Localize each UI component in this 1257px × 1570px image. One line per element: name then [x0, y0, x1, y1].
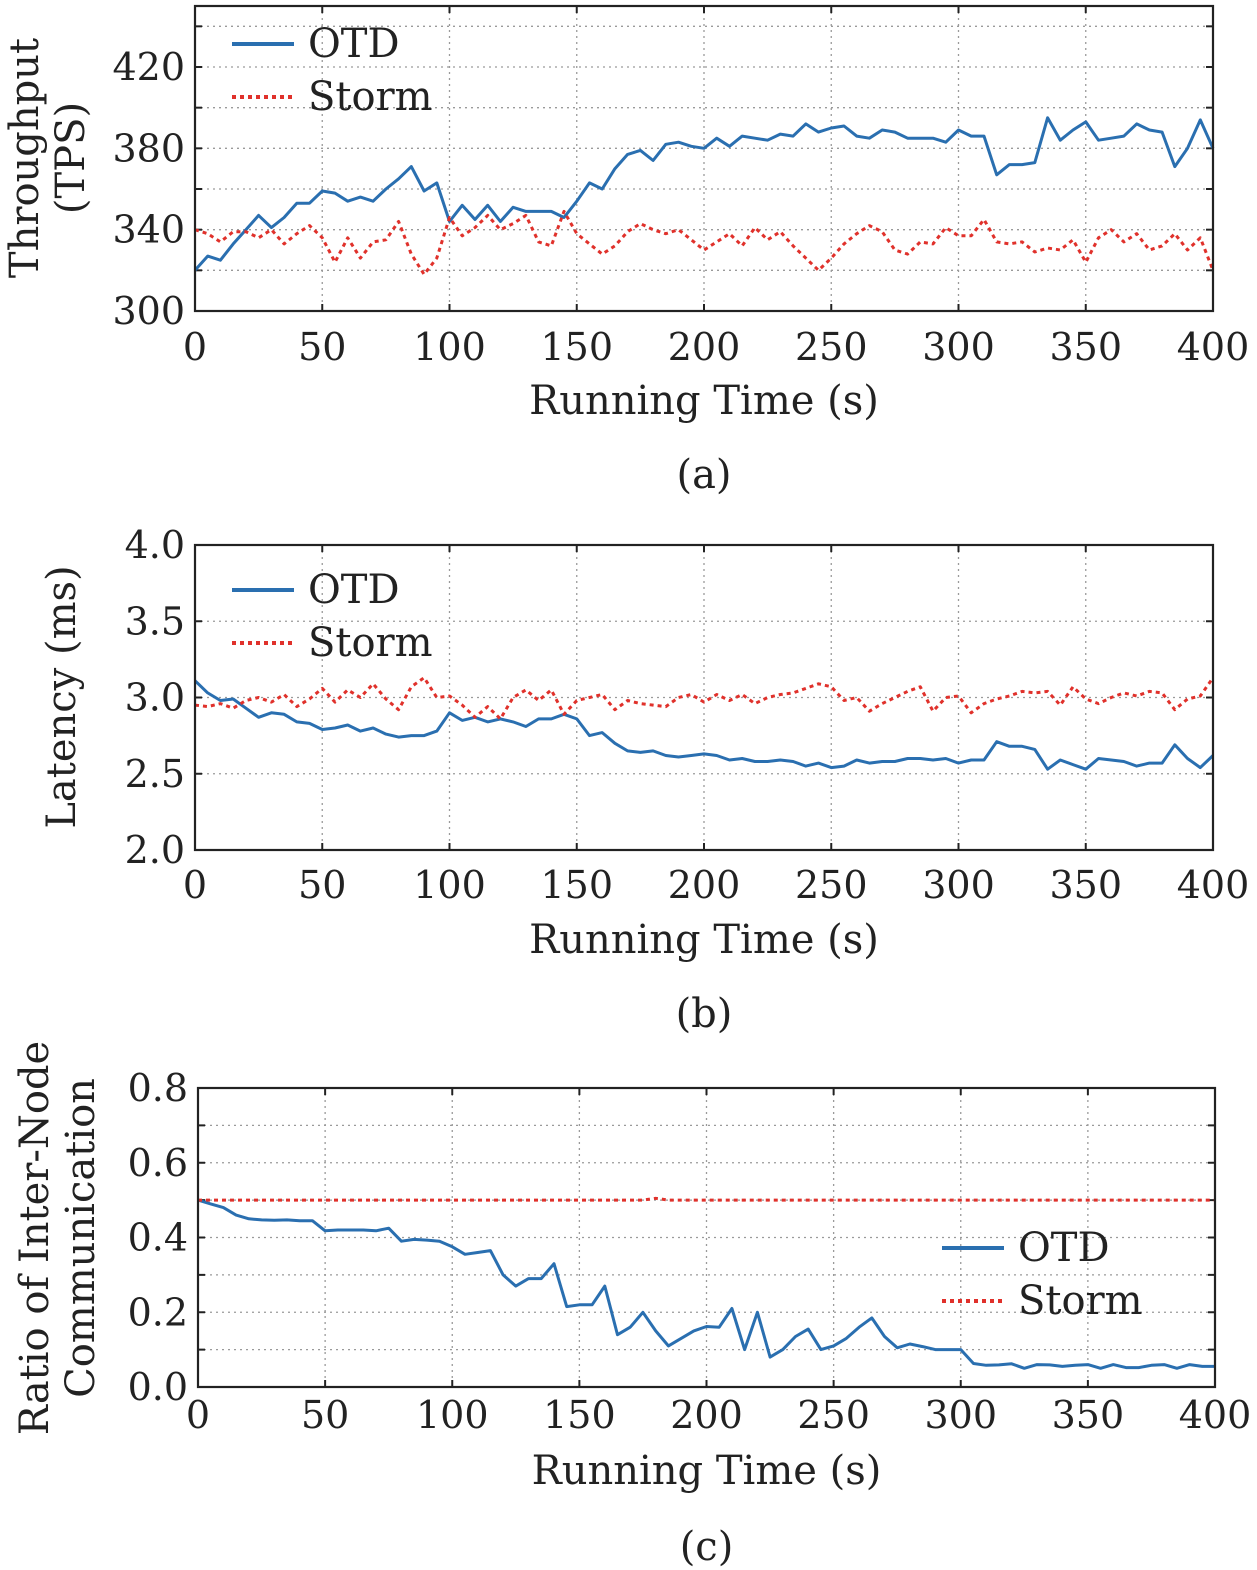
x-tick-label: 250 — [797, 1393, 870, 1437]
legend-label-otd: OTD — [1018, 1225, 1110, 1271]
panel-caption: (c) — [680, 1524, 734, 1570]
y-axis-title-line: Ratio of Inter-Node — [12, 1041, 58, 1435]
legend-label-storm: Storm — [308, 620, 433, 666]
y-tick-label: 380 — [112, 126, 185, 170]
x-tick-label: 0 — [186, 1393, 210, 1437]
legend: OTD Storm — [232, 21, 433, 120]
y-tick-label: 3.5 — [125, 599, 185, 643]
x-tick-label: 300 — [922, 325, 995, 369]
x-tick-label: 200 — [668, 863, 741, 907]
x-tick-label: 250 — [795, 863, 868, 907]
y-axis-title-line: Latency (ms) — [39, 565, 85, 828]
y-axis-title-line: (TPS) — [48, 102, 94, 214]
x-tick-label: 0 — [183, 863, 207, 907]
y-tick-label: 4.0 — [125, 523, 185, 567]
y-tick-label: 3.0 — [125, 676, 185, 720]
legend-label-otd: OTD — [308, 567, 400, 613]
y-tick-label: 420 — [112, 45, 185, 89]
series-line-storm — [194, 676, 1215, 721]
series-line-otd — [193, 679, 1215, 771]
x-tick-label: 50 — [301, 1393, 349, 1437]
y-axis-title-line: Communication — [58, 1078, 104, 1398]
y-tick-label: 0.6 — [128, 1141, 188, 1185]
x-axis-title: Running Time (s) — [529, 378, 879, 424]
x-tick-label: 300 — [924, 1393, 997, 1437]
x-tick-label: 150 — [543, 1393, 616, 1437]
plot-frame — [193, 4, 1215, 313]
x-tick-label: 400 — [1179, 1393, 1252, 1437]
x-tick-label: 200 — [670, 1393, 743, 1437]
x-tick-label: 300 — [922, 863, 995, 907]
x-tick-label: 50 — [298, 863, 346, 907]
panel-caption: (b) — [676, 991, 733, 1037]
legend-label-storm: Storm — [308, 74, 433, 120]
x-tick-label: 50 — [298, 325, 346, 369]
x-tick-label: 350 — [1049, 863, 1122, 907]
x-tick-label: 250 — [795, 325, 868, 369]
y-tick-label: 2.0 — [125, 828, 185, 872]
legend: OTD Storm — [942, 1225, 1143, 1324]
y-tick-label: 300 — [112, 289, 185, 333]
x-axis-title: Running Time (s) — [532, 1448, 882, 1494]
x-tick-label: 400 — [1177, 325, 1250, 369]
y-tick-label: 0.2 — [128, 1290, 188, 1334]
x-tick-label: 100 — [413, 863, 486, 907]
y-tick-label: 0.0 — [128, 1365, 188, 1409]
x-tick-label: 100 — [413, 325, 486, 369]
x-axis-title: Running Time (s) — [529, 917, 879, 963]
chart-panel-c: 0 50 100 150 200 250 300 350 400 0.0 0.2 0.4 0.6 0.8 R… — [12, 1041, 1251, 1570]
y-tick-label: 2.5 — [125, 752, 185, 796]
chart-panel-b: 0 50 100 150 200 250 300 350 400 2.0 2.5 3.0 3.5 4.0 R… — [39, 523, 1249, 1037]
series-line-storm — [194, 209, 1215, 276]
x-tick-label: 150 — [540, 863, 613, 907]
legend-label-storm: Storm — [1018, 1278, 1143, 1324]
chart-panel-a: 0 50 100 150 200 250 300 350 400 300 340 380 420 Runn… — [2, 4, 1250, 498]
y-tick-label: 340 — [112, 208, 185, 252]
x-tick-label: 150 — [540, 325, 613, 369]
plot-frame — [196, 1086, 1217, 1389]
x-tick-label: 350 — [1049, 325, 1122, 369]
y-tick-label: 0.4 — [128, 1216, 188, 1260]
y-axis-title-line: Throughput — [2, 38, 48, 278]
x-tick-label: 200 — [668, 325, 741, 369]
series-line-otd — [197, 1198, 1215, 1370]
x-tick-label: 0 — [183, 325, 207, 369]
x-tick-label: 400 — [1177, 863, 1250, 907]
series-line-storm — [198, 1196, 1215, 1202]
legend: OTD Storm — [232, 567, 433, 666]
y-axis-title: Ratio of Inter-NodeCommunication — [12, 1041, 104, 1435]
y-axis-title: Throughput(TPS) — [2, 38, 94, 278]
plot-frame — [193, 543, 1215, 852]
y-tick-label: 0.8 — [128, 1066, 188, 1110]
x-tick-label: 100 — [416, 1393, 489, 1437]
panel-caption: (a) — [676, 452, 731, 498]
x-tick-label: 350 — [1052, 1393, 1125, 1437]
y-axis-title: Latency (ms) — [39, 565, 85, 828]
legend-label-otd: OTD — [308, 21, 400, 67]
series-line-otd — [193, 116, 1215, 272]
